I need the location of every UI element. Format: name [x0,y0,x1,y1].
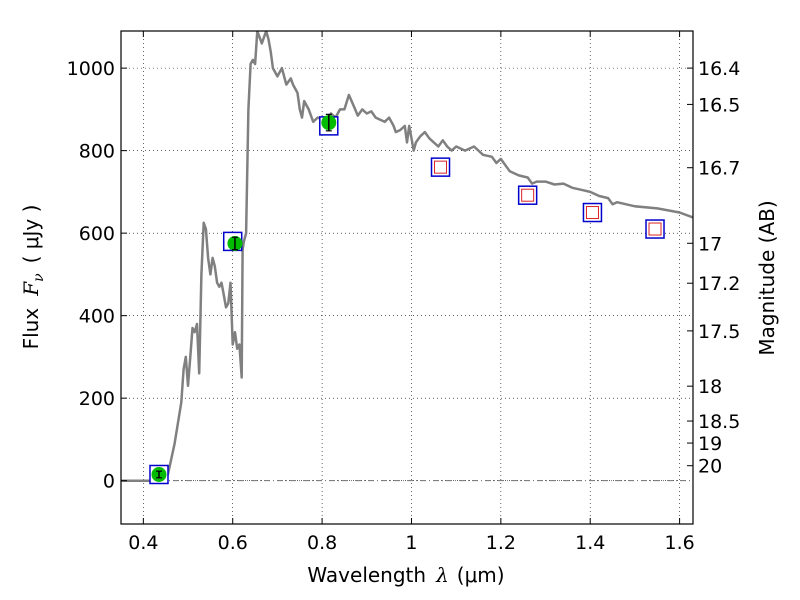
y-tick-label: 200 [79,388,115,410]
spectrum-line [121,31,693,482]
y-tick-label: 1000 [67,58,115,80]
magnitude-tick-label: 16.5 [698,94,740,116]
x-axis-label-text: Wavelength [307,563,426,587]
x-tick-label: 0.8 [307,532,337,554]
y-tick-label: 600 [79,223,115,245]
plot-frame [120,30,694,525]
y-tick-label: 800 [79,141,115,163]
grid-lines [121,31,693,524]
y-tick-label: 0 [103,471,115,493]
model-spectrum [121,31,693,482]
magnitude-tick-label: 17 [698,233,722,255]
x-tick-label: 0.6 [218,532,248,554]
x-tick-label: 1.4 [575,532,605,554]
magnitude-tick-label: 17.2 [698,273,740,295]
magnitude-tick-label: 16.7 [698,158,740,180]
predicted-photometry-marker [645,219,665,239]
x-axis-label: Wavelength λ (μm) [307,563,504,587]
magnitude-tick-label: 18.5 [698,411,740,433]
predicted-photometry-marker [430,157,451,177]
x-tick-label: 1 [405,532,417,554]
magnitude-tick-label: 20 [698,456,722,478]
photometry-points [149,113,665,485]
predicted-photometry-inner-marker [585,206,599,220]
y-axis-label-symbol: F [19,281,43,297]
y-axis-label-text: Flux [19,308,43,350]
magnitude-axis-label: Magnitude (AB) [755,200,779,355]
predicted-photometry-marker [582,202,603,223]
y-axis-label-subscript: ν [31,273,47,282]
axis-ticks: 0.4 0.6 0.8 1 1.2 1.4 1.6 0 200 400 600 800 1000 16.4… [67,31,740,554]
x-tick-label: 1.6 [664,532,694,554]
x-tick-label: 0.4 [128,532,158,554]
x-axis-label-unit: (μm) [457,563,505,587]
y-tick-label: 400 [79,306,115,328]
y-axis-label: Flux Fν ( μJy ) [19,205,47,350]
x-axis-label-symbol: λ [435,563,449,587]
magnitude-tick-label: 19 [698,433,722,455]
magnitude-tick-label: 18 [698,376,722,398]
predicted-photometry-inner-marker [648,222,662,236]
predicted-photometry-inner-marker [521,188,535,202]
x-tick-label: 1.2 [486,532,516,554]
magnitude-tick-label: 17.5 [698,321,740,343]
predicted-photometry-inner-marker [434,160,448,174]
magnitude-tick-label: 16.4 [698,58,740,80]
y-axis-label-unit: ( μJy ) [19,205,43,264]
predicted-photometry-marker [517,185,538,205]
